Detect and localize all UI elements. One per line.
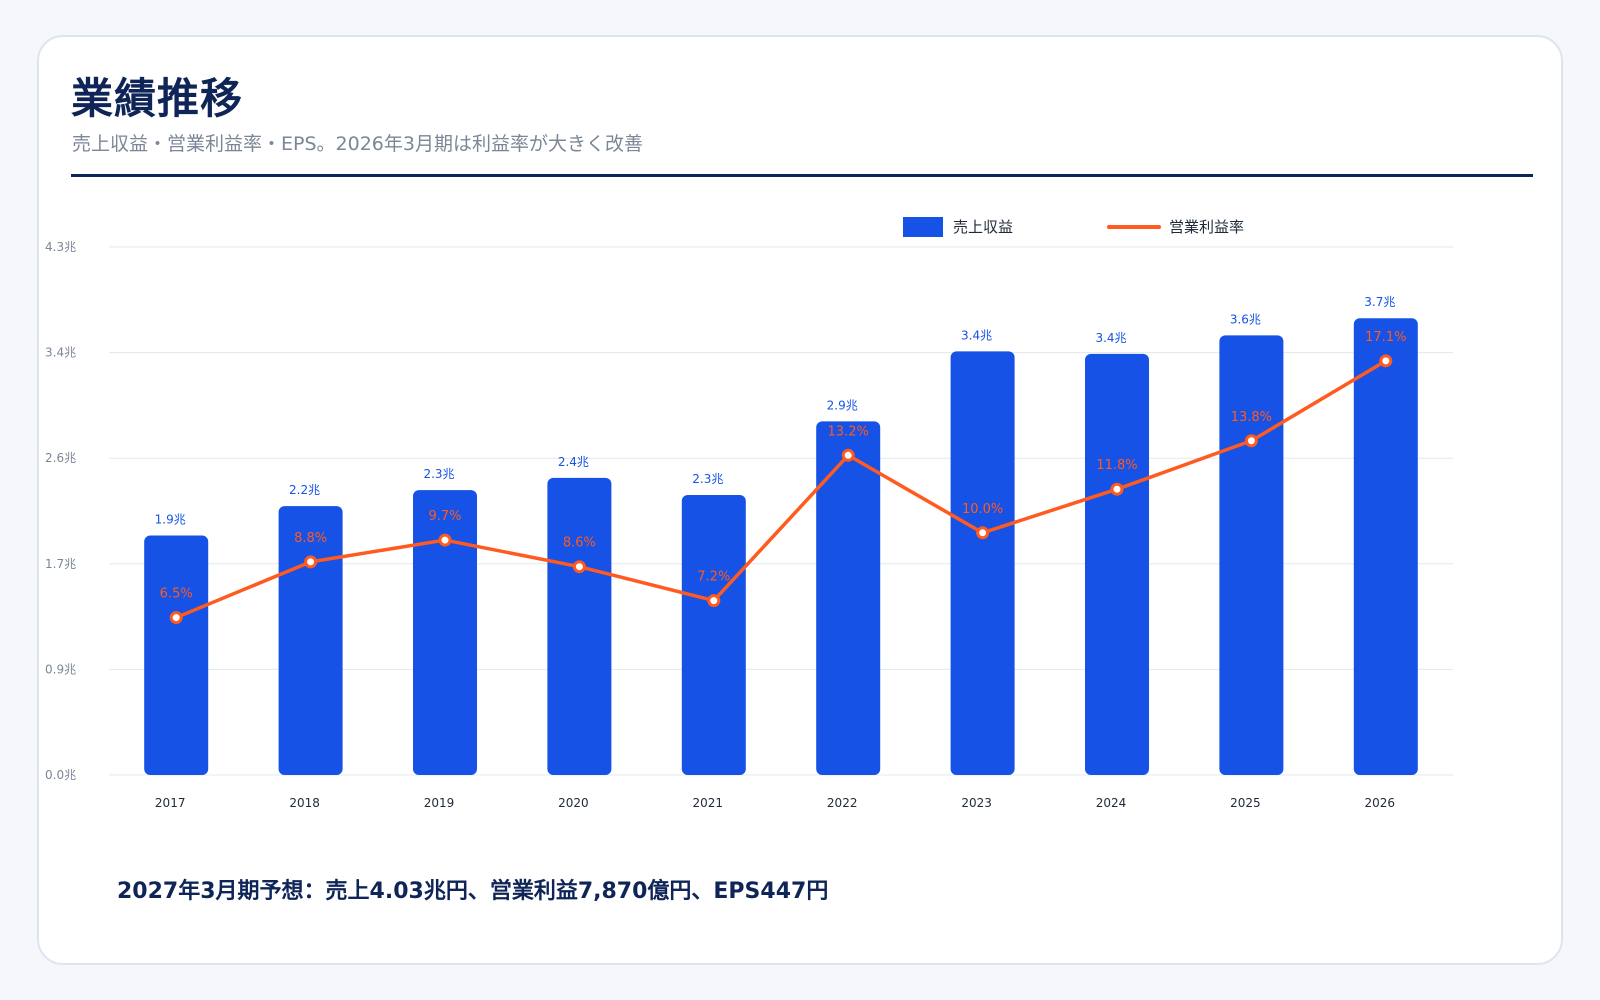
line-point [438,533,452,547]
bar-2021 [681,495,746,775]
page-title: 業績推移 [71,74,244,123]
x-axis-ticks: 2017 2018 2019 2020 2021 2022 2023 2024 2025 2026 [155,796,1395,810]
performance-chart: 0.0兆 0.9兆 1.7兆 2.6兆 3.4兆 4.3兆 1.9兆 2.2兆 2.3兆 2.4… [45,217,1453,810]
line-value-labels: 6.5% 8.8% 9.7% 8.6% 7.2% 13.2% 10.0% 11.8% 13.8%… [160,330,1407,602]
legend: 売上収益 営業利益率 [903,217,1244,237]
y-tick-label: 0.9兆 [45,662,76,676]
bar-2023 [950,351,1015,775]
y-axis-ticks: 0.0兆 0.9兆 1.7兆 2.6兆 3.4兆 4.3兆 [45,240,76,782]
y-tick-label: 1.7兆 [45,557,76,571]
x-tick-label: 2023 [961,796,992,810]
bar-value-label: 2.9兆 [827,398,858,412]
line-value-label: 13.8% [1231,410,1272,425]
line-value-label: 17.1% [1365,330,1406,345]
bar-2017 [144,535,209,775]
line-series [169,354,1393,625]
bar-value-label: 3.4兆 [1095,331,1126,345]
line-point [572,560,586,574]
line-point [976,526,990,540]
bar-value-labels: 1.9兆 2.2兆 2.3兆 2.4兆 2.3兆 2.9兆 3.4兆 3.4兆 3.6兆 3.7兆 [155,295,1396,526]
x-tick-label: 2020 [558,796,589,810]
bar-2018 [278,506,343,775]
title-divider [71,174,1533,177]
line-value-label: 8.8% [294,531,327,546]
x-tick-label: 2018 [289,796,320,810]
bar-value-label: 2.4兆 [558,455,589,469]
line-point [707,594,721,608]
y-tick-label: 2.6兆 [45,451,76,465]
line-point [169,611,183,625]
line-value-label: 6.5% [160,587,193,602]
x-tick-label: 2017 [155,796,186,810]
bar-2019 [413,490,477,775]
bar-2026 [1353,318,1418,775]
bar-2025 [1219,335,1284,775]
line-point [841,448,855,462]
line-point [1110,482,1124,496]
operating-margin-line [174,359,1388,620]
chart-card: 業績推移 売上収益・営業利益率・EPS。2026年3月期は利益率が大きく改善 0… [37,35,1563,965]
bar-value-label: 2.3兆 [423,467,454,481]
line-value-label: 8.6% [563,536,596,551]
line-value-label: 9.7% [428,509,461,524]
page-subtitle: 売上収益・営業利益率・EPS。2026年3月期は利益率が大きく改善 [72,133,643,155]
bar-value-label: 2.3兆 [692,472,723,486]
legend-label-line: 営業利益率 [1169,218,1244,236]
x-tick-label: 2019 [424,796,455,810]
y-tick-label: 4.3兆 [45,240,76,254]
line-point [1379,354,1393,368]
bar-value-label: 3.7兆 [1364,295,1395,309]
bar-value-label: 3.4兆 [961,328,992,342]
line-value-label: 11.8% [1096,458,1137,473]
line-value-label: 7.2% [697,570,730,585]
x-tick-label: 2025 [1230,796,1261,810]
legend-label-bar: 売上収益 [953,218,1013,236]
line-point [304,555,318,569]
x-tick-label: 2021 [693,796,724,810]
legend-swatch-bar [903,217,943,237]
line-value-label: 10.0% [962,502,1003,517]
bar-value-label: 3.6兆 [1230,312,1261,326]
line-point [1244,434,1258,448]
x-tick-label: 2022 [827,796,858,810]
x-tick-label: 2026 [1365,796,1396,810]
bar-2020 [547,477,612,775]
forecast-note: 2027年3月期予想：売上4.03兆円、営業利益7,870億円、EPS447円 [117,879,829,904]
y-tick-label: 0.0兆 [45,768,76,782]
bar-value-label: 1.9兆 [155,513,186,527]
bar-2022 [816,421,881,775]
x-tick-label: 2024 [1096,796,1127,810]
bar-value-label: 2.2兆 [289,483,320,497]
line-value-label: 13.2% [828,424,869,439]
y-tick-label: 3.4兆 [45,346,76,360]
bar-series [144,318,1418,775]
bar-2024 [1085,353,1149,775]
